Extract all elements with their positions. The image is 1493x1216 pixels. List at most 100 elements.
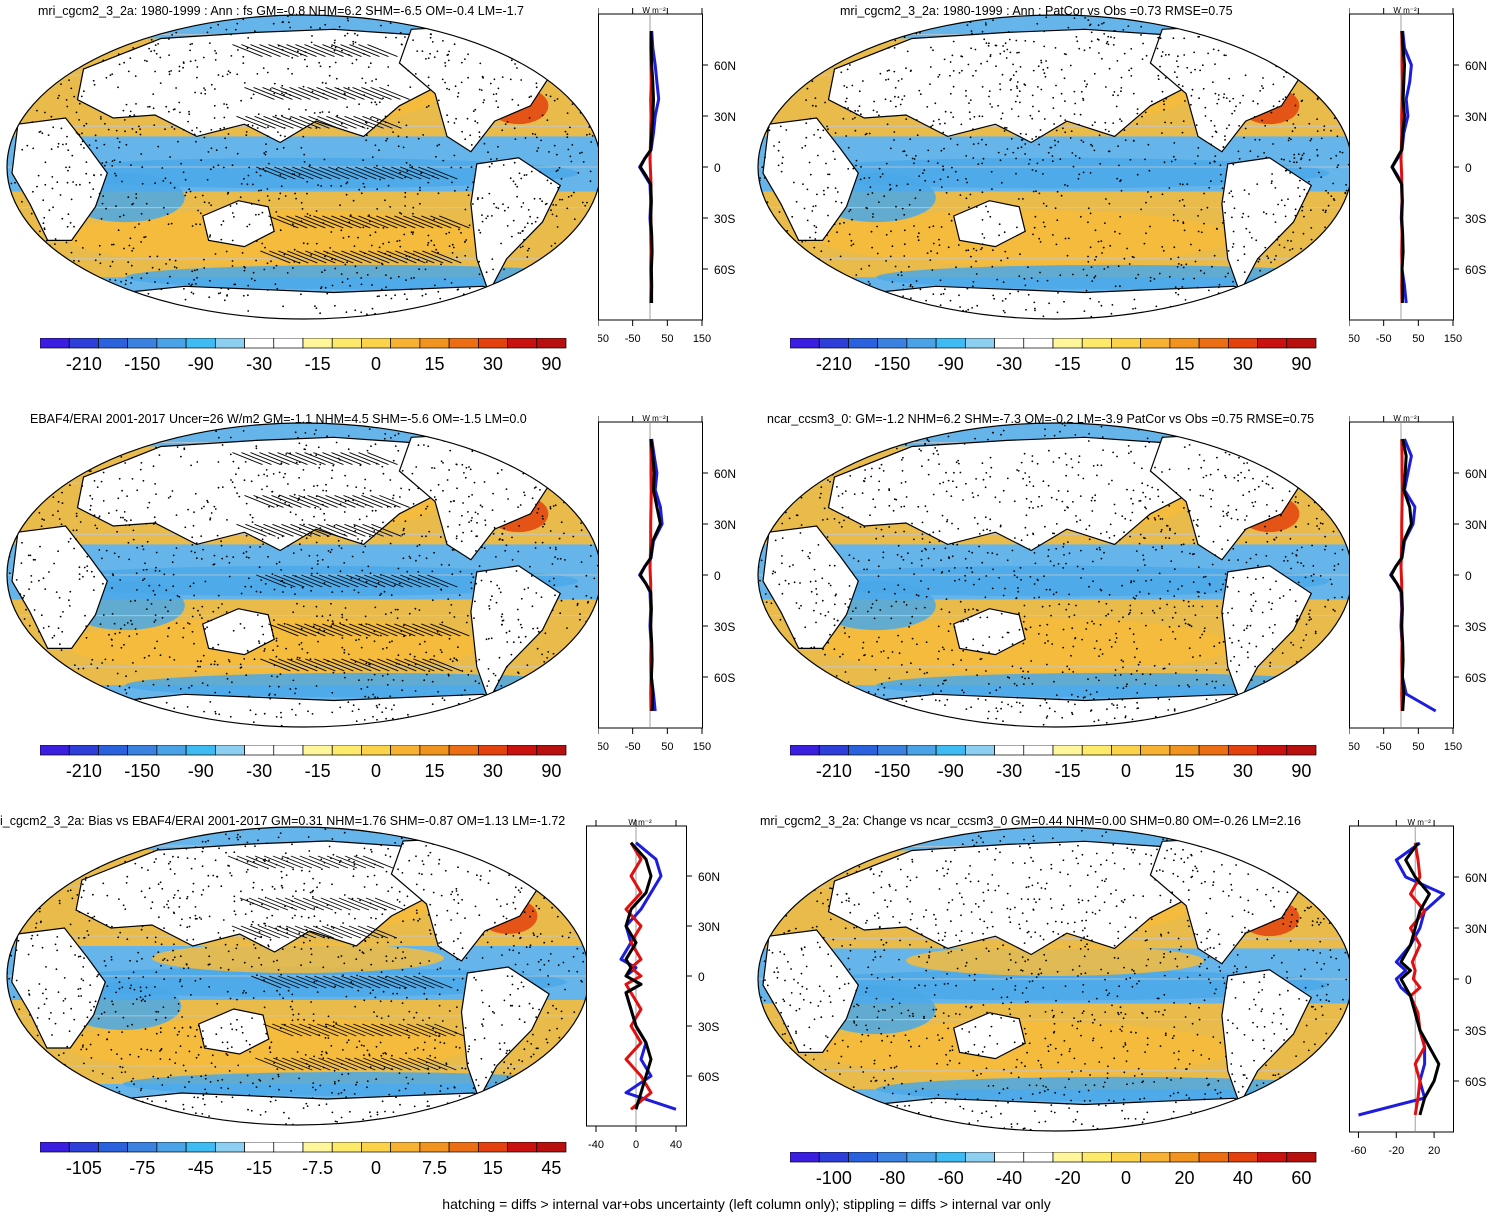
colorbar: -210-150-90-30-150153090150210 (40, 338, 567, 374)
colorbar-box (127, 1142, 158, 1153)
colorbar-label: 15 (483, 1158, 503, 1178)
x-tick-label: 50 (1412, 333, 1424, 345)
land-mass (75, 840, 475, 953)
panel-title: mri_cgcm2_3_2a: 1980-1999 : Ann : fs GM=… (38, 4, 524, 18)
series-line-red (1409, 842, 1427, 1116)
colorbar-box (818, 338, 849, 349)
colorbar-box (273, 338, 304, 349)
colorbar-box (1286, 1152, 1317, 1163)
colorbar-label: -7.5 (302, 1158, 333, 1178)
x-tick-label: 40 (670, 1139, 682, 1151)
colorbar-box (1111, 338, 1142, 349)
lat-tick-label: 30N (698, 920, 720, 934)
colorbar-box (419, 338, 450, 349)
series-line-black (638, 30, 655, 304)
colorbar-label: -30 (246, 354, 272, 374)
colorbar-box (1081, 745, 1112, 756)
global-map (6, 826, 590, 1126)
colorbar-label: 7.5 (422, 1158, 447, 1178)
land-mass (816, 693, 1312, 727)
colorbar-label: -15 (1055, 354, 1081, 374)
lat-tick-label: 60S (714, 671, 735, 685)
colorbar-box (818, 1152, 849, 1163)
colorbar-box (1023, 1152, 1054, 1163)
land-mass (762, 929, 859, 1053)
colorbar-box (1169, 338, 1200, 349)
colorbar-box (390, 1142, 421, 1153)
colorbar-box (1198, 338, 1229, 349)
colorbar-box (1257, 745, 1288, 756)
lat-tick-label: 0 (1465, 973, 1472, 987)
colorbar-label: 90 (1291, 354, 1311, 374)
lat-tick-label: 30S (1465, 212, 1486, 226)
colorbar-box (507, 338, 538, 349)
colorbar-box (273, 745, 304, 756)
colorbar-box (906, 1152, 937, 1163)
x-tick-label: -150 (598, 741, 609, 753)
lat-tick-label: 30N (714, 518, 736, 532)
colorbar-box (156, 745, 187, 756)
land-mass (952, 200, 1026, 248)
colorbar-label: 40 (1233, 1168, 1253, 1188)
colorbar-box (994, 1152, 1025, 1163)
series-line-blue (1358, 841, 1445, 1117)
lat-tick-label: 60N (698, 870, 720, 884)
ocean-anomaly (876, 264, 1352, 290)
colorbar-box (935, 745, 966, 756)
colorbar-label: -60 (938, 1168, 964, 1188)
zonal-mean-plot: W m⁻² 60N 30N 0 30S 60S -150 -50 50 150 (1349, 6, 1487, 345)
colorbar-box (477, 338, 508, 349)
colorbar-box (331, 1142, 362, 1153)
colorbar-label: -30 (996, 761, 1022, 781)
lat-tick-label: 60N (1465, 59, 1487, 73)
colorbar-label: 0 (1121, 1168, 1131, 1188)
units-label: W m⁻² (1393, 414, 1417, 423)
colorbar-label: 0 (1121, 761, 1131, 781)
colorbar-box (790, 1152, 820, 1163)
colorbar-label: 30 (483, 354, 503, 374)
colorbar-box (448, 745, 479, 756)
x-tick-label: 150 (693, 333, 711, 345)
lat-tick-label: 0 (714, 569, 721, 583)
land-mass (1221, 565, 1313, 702)
land-mass (1221, 157, 1313, 294)
colorbar-box (507, 1142, 538, 1153)
x-tick-label: 150 (1444, 741, 1462, 753)
colorbar-box (390, 745, 421, 756)
lat-tick-label: 30N (1465, 110, 1487, 124)
colorbar-label: 15 (1174, 761, 1194, 781)
colorbar-box (448, 338, 479, 349)
colorbar-box (1052, 1152, 1083, 1163)
lat-tick-label: 30S (1465, 1024, 1486, 1038)
x-tick-label: 150 (1444, 333, 1462, 345)
colorbar: -210-150-90-30-150153090150210 (790, 338, 1317, 374)
global-map (757, 14, 1353, 320)
lat-tick-label: 60S (1465, 263, 1486, 277)
colorbar-box (361, 1142, 392, 1153)
colorbar-box (1169, 745, 1200, 756)
land-mass (952, 608, 1026, 656)
land-mass (11, 927, 106, 1049)
x-tick-label: -50 (625, 741, 641, 753)
colorbar-box (214, 1142, 245, 1153)
global-map (6, 14, 602, 320)
lat-tick-label: 60S (1465, 1075, 1486, 1089)
colorbar-label: 0 (371, 761, 381, 781)
zonal-mean-plot: W m⁻² 60N 30N 0 30S 60S -150 -50 50 150 (598, 6, 736, 345)
colorbar-label: -210 (66, 354, 102, 374)
colorbar-label: -90 (938, 761, 964, 781)
lat-tick-label: 30N (1465, 518, 1487, 532)
colorbar-box (935, 338, 966, 349)
colorbar-label: -150 (874, 761, 910, 781)
land-mass (201, 200, 275, 248)
global-map (757, 826, 1353, 1132)
x-tick-label: -60 (1351, 1145, 1367, 1157)
ocean-anomaly (152, 943, 444, 973)
lat-tick-label: 60N (1465, 871, 1487, 885)
colorbar-label: -210 (816, 761, 852, 781)
colorbar-box (1227, 745, 1258, 756)
x-tick-label: -50 (1376, 333, 1392, 345)
x-tick-label: 0 (633, 1139, 639, 1151)
lat-tick-label: 30N (714, 110, 736, 124)
x-tick-label: -150 (1349, 333, 1360, 345)
